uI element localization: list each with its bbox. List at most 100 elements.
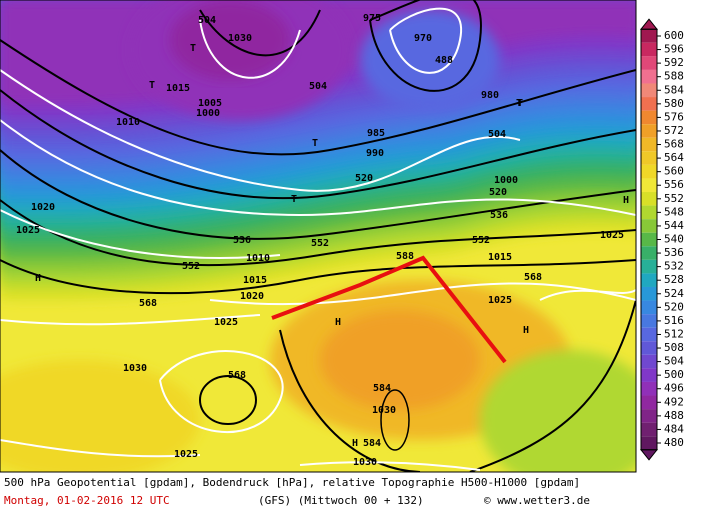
isobar-line	[199, 19, 301, 79]
colorbar-label: 560	[664, 165, 684, 178]
map-label: 536	[233, 235, 251, 246]
map-label: H	[523, 325, 529, 336]
map-label: 504	[198, 15, 216, 26]
colorbar-label: 568	[664, 138, 684, 151]
colorbar-label: 572	[664, 124, 684, 137]
colorbar-swatch	[641, 178, 657, 193]
map-label: 552	[311, 238, 329, 249]
map-label: T	[190, 43, 196, 54]
colorbar-label: 508	[664, 341, 684, 354]
field-blob	[480, 350, 636, 472]
map-label: 1015	[488, 252, 512, 263]
colorbar-swatch	[641, 259, 657, 274]
colorbar-label: 512	[664, 327, 684, 340]
colorbar-swatch	[641, 56, 657, 70]
map-label: 1010	[116, 117, 140, 128]
colorbar-label: 480	[664, 436, 684, 449]
colorbar-label: 496	[664, 382, 684, 395]
map-label: 970	[414, 33, 432, 44]
map-label: 985	[367, 128, 385, 139]
map-label: T	[149, 80, 155, 91]
map-label: 1025	[600, 230, 624, 241]
colorbar-swatch	[641, 286, 657, 301]
map-label: 1025	[16, 225, 40, 236]
map-label: 1020	[240, 291, 264, 302]
map-label: 520	[489, 187, 507, 198]
colorbar-swatch	[641, 29, 657, 43]
trough-line	[271, 255, 507, 364]
map-label: 990	[366, 148, 384, 159]
colorbar-swatch	[641, 151, 657, 165]
map-label: H	[623, 195, 629, 206]
map-label: 975	[363, 13, 381, 24]
geopotential-line	[0, 259, 636, 295]
colorbar-swatch	[641, 341, 657, 355]
colorbar-swatch	[641, 368, 657, 382]
map-label: 504	[309, 81, 327, 92]
caption-source: © www.wetter3.de	[484, 494, 590, 507]
map-label: 584	[363, 438, 381, 449]
map-label: 568	[524, 272, 542, 283]
isobar-line	[0, 439, 201, 458]
isobar-line	[0, 119, 636, 217]
map-label: 1030	[353, 457, 377, 468]
map-label: H	[35, 273, 41, 284]
map-label: 1025	[488, 295, 512, 306]
colorbar-swatch	[641, 409, 657, 423]
map-label: 552	[472, 235, 490, 246]
geopotential-line	[380, 389, 410, 451]
colorbar-label: 516	[664, 314, 684, 327]
colorbar-swatch	[641, 327, 657, 342]
colorbar-label: 484	[664, 422, 684, 435]
colorbar-swatch	[641, 314, 657, 328]
colorbar-swatch	[641, 300, 657, 315]
colorbar-label: 596	[664, 43, 684, 56]
map-label: 1020	[31, 202, 55, 213]
colorbar-swatch	[641, 354, 657, 369]
map-label: 588	[396, 251, 414, 262]
colorbar-swatch	[641, 381, 657, 396]
map-label: 504	[488, 129, 506, 140]
colorbar-swatch	[641, 246, 657, 260]
map-label: 1005	[198, 98, 222, 109]
colorbar-frame	[640, 28, 658, 451]
isobar-line	[159, 350, 284, 433]
colorbar-label: 492	[664, 395, 684, 408]
isobar-line	[299, 461, 481, 471]
colorbar-label: 544	[664, 219, 684, 232]
isobar-line	[0, 314, 261, 326]
colorbar-label: 576	[664, 110, 684, 123]
map-label: 1000	[494, 175, 518, 186]
map-label: 1030	[123, 363, 147, 374]
colorbar-arrow-bottom	[639, 449, 659, 461]
colorbar-label: 532	[664, 260, 684, 273]
colorbar-label: 592	[664, 56, 684, 69]
geopotential-line	[469, 299, 636, 472]
map-label: 1010	[246, 253, 270, 264]
colorbar-label: 540	[664, 233, 684, 246]
colorbar-label: 588	[664, 70, 684, 83]
isobar-line	[539, 289, 636, 301]
colorbar-swatch	[641, 192, 657, 206]
colorbar-swatch	[641, 205, 657, 220]
map-label: 1025	[214, 317, 238, 328]
colorbar-label: 528	[664, 273, 684, 286]
geopotential-line	[0, 149, 636, 240]
colorbar-swatch	[641, 436, 657, 450]
caption-title: 500 hPa Geopotential [gpdam], Bodendruck…	[4, 476, 580, 489]
map-label: 1000	[196, 108, 220, 119]
map-frame	[0, 0, 637, 473]
map-label: H	[352, 438, 358, 449]
colorbar-swatch	[641, 219, 657, 233]
geopotential-line	[279, 329, 421, 472]
geopotential-line	[0, 39, 636, 156]
colorbar-label: 536	[664, 246, 684, 259]
geopotential-line	[199, 375, 257, 425]
map-label: 536	[490, 210, 508, 221]
map-label: T	[517, 98, 523, 109]
colorbar-label: 556	[664, 178, 684, 191]
map-label: 1030	[228, 33, 252, 44]
colorbar-swatch	[641, 395, 657, 410]
